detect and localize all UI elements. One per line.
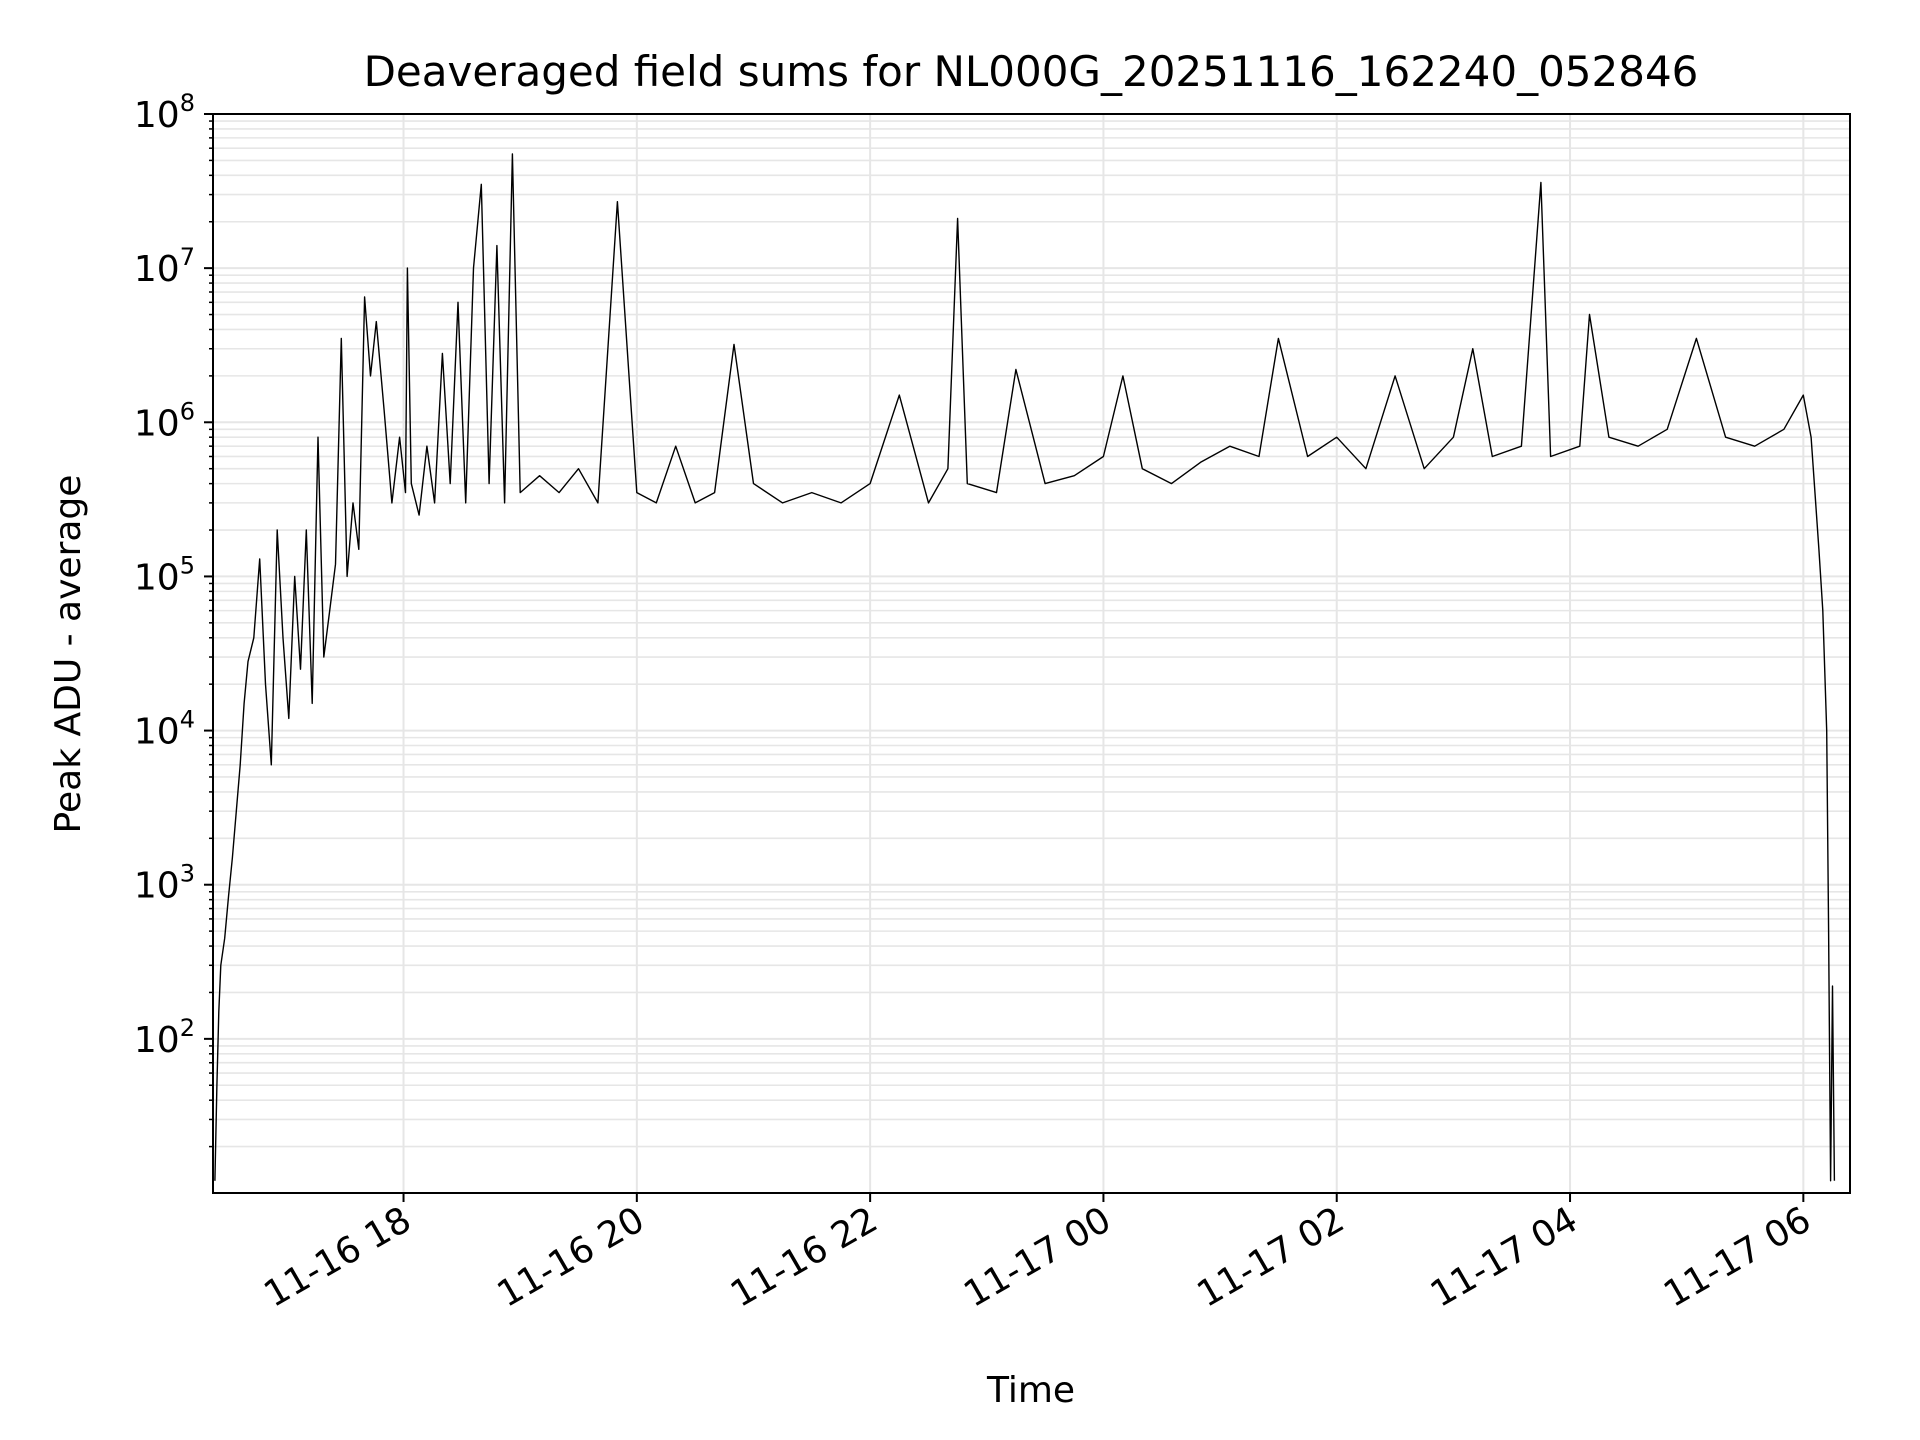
grid xyxy=(213,113,1850,1193)
chart-title: Deaveraged field sums for NL000G_2025111… xyxy=(364,47,1699,96)
x-tick-label: 11-16 22 xyxy=(724,1199,885,1315)
y-tick-exponent: 8 xyxy=(180,89,195,117)
y-tick-exponent: 5 xyxy=(180,551,195,579)
y-tick-base: 10 xyxy=(134,1020,180,1061)
y-tick-base: 10 xyxy=(134,249,180,290)
y-tick-exponent: 7 xyxy=(180,243,195,271)
y-tick-base: 10 xyxy=(134,403,180,444)
y-tick-base: 10 xyxy=(134,866,180,907)
axis-ticks xyxy=(204,113,1805,1202)
y-tick-exponent: 2 xyxy=(180,1014,195,1042)
y-axis-label: Peak ADU - average xyxy=(48,475,89,834)
x-tick-label: 11-17 04 xyxy=(1424,1199,1585,1315)
x-tick-label: 11-17 06 xyxy=(1657,1199,1818,1315)
y-tick-label: 102 xyxy=(134,1014,195,1061)
series-layer xyxy=(214,153,1836,1182)
x-tick-label: 11-16 18 xyxy=(257,1199,418,1315)
plot-frame xyxy=(212,113,1851,1194)
x-axis-label: Time xyxy=(986,1370,1075,1411)
y-tick-label: 105 xyxy=(134,551,195,598)
y-tick-exponent: 4 xyxy=(180,706,195,734)
x-tick-labels: 11-16 18 11-16 20 11-16 22 11-17 00 11-17 02… xyxy=(257,1199,1817,1315)
y-tick-label: 106 xyxy=(134,397,195,444)
y-tick-base: 10 xyxy=(134,95,180,136)
y-tick-label: 103 xyxy=(134,860,195,907)
x-tick-label: 11-17 02 xyxy=(1191,1199,1352,1315)
series-line xyxy=(214,153,1836,1182)
y-tick-base: 10 xyxy=(134,712,180,753)
x-tick-label: 11-16 20 xyxy=(491,1199,652,1315)
y-tick-label: 108 xyxy=(134,89,195,136)
y-tick-label: 104 xyxy=(134,706,195,753)
plot-background xyxy=(213,114,1850,1193)
x-tick-label: 11-17 00 xyxy=(957,1199,1118,1315)
y-tick-label: 107 xyxy=(134,243,195,290)
y-tick-exponent: 3 xyxy=(180,860,195,888)
y-tick-exponent: 6 xyxy=(180,397,195,425)
y-tick-base: 10 xyxy=(134,557,180,598)
